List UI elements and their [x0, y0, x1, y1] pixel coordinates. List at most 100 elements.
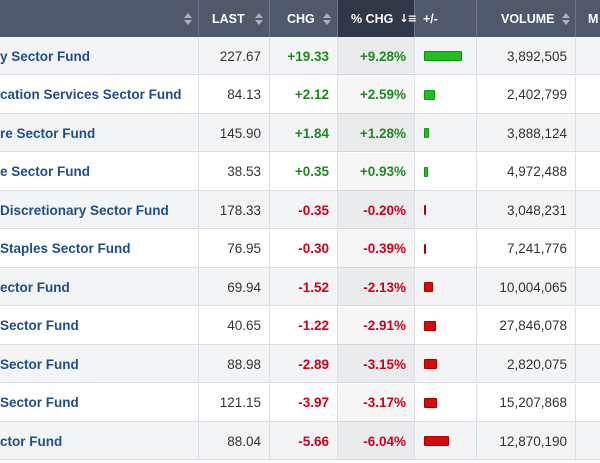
table-row[interactable]: Staples Sector Fund 76.95 -0.30 -0.39% 7,241…	[0, 229, 600, 268]
column-header-label: CHG	[287, 11, 315, 26]
table-row[interactable]: cation Services Sector Fund 84.13 +2.12 +2.…	[0, 75, 600, 114]
sort-toggle-icon[interactable]	[184, 12, 192, 25]
percent-change: +1.28%	[359, 125, 406, 141]
fund-name-link[interactable]: ctor Fund	[0, 433, 63, 449]
sort-toggle-icon[interactable]	[562, 12, 570, 25]
table-row[interactable]: Sector Fund 88.98 -2.89 -3.15% 2,820,075	[0, 345, 600, 383]
last-price-cell: 84.13	[199, 75, 270, 114]
price-change: +2.12	[294, 87, 329, 102]
last-price: 88.98	[227, 356, 261, 372]
sort-descending-icon[interactable]: ↓≡	[399, 12, 416, 25]
change-bar-cell	[415, 383, 477, 422]
last-price-cell: 69.94	[199, 268, 270, 306]
fund-name-link-cell: Discretionary Sector Fund	[0, 191, 199, 229]
volume-value: 3,888,124	[506, 125, 567, 141]
price-change-cell: -0.30	[270, 229, 338, 268]
price-change-cell: -3.97	[270, 383, 338, 422]
price-change: -1.22	[298, 318, 329, 333]
volume-value: 12,870,190	[499, 433, 567, 449]
price-change: +19.33	[287, 48, 329, 64]
price-change-cell: -2.89	[270, 345, 338, 383]
percent-change: +9.28%	[359, 48, 406, 64]
volume-value-cell: 10,004,065	[477, 268, 576, 306]
change-bar-cell	[415, 268, 477, 306]
table-row[interactable]: e Sector Fund 38.53 +0.35 +0.93% 4,972,488	[0, 152, 600, 191]
price-change-cell: +19.33	[270, 37, 338, 75]
percent-change-cell: -3.15%	[338, 345, 415, 383]
last-price: 40.65	[227, 318, 261, 333]
volume-value-cell: 2,820,075	[477, 345, 576, 383]
volume-value: 15,207,868	[499, 395, 567, 410]
column-header-pct-chg[interactable]: % CHG ↓≡	[338, 0, 417, 37]
table-row[interactable]: Sector Fund 121.15 -3.97 -3.17% 15,207,868	[0, 383, 600, 422]
more-cell	[576, 230, 600, 268]
volume-value-cell: 3,048,231	[477, 191, 576, 229]
more-cell	[576, 37, 600, 75]
last-price: 84.13	[227, 87, 261, 102]
more-cell	[576, 307, 600, 345]
fund-name-link[interactable]: Sector Fund	[0, 318, 79, 333]
positive-change-bar	[424, 128, 429, 138]
table-row[interactable]: re Sector Fund 145.90 +1.84 +1.28% 3,888,124	[0, 114, 600, 152]
volume-value: 2,820,075	[506, 356, 567, 372]
percent-change: -3.17%	[363, 395, 406, 410]
column-header-last[interactable]: LAST	[199, 0, 270, 37]
negative-change-bar	[424, 320, 436, 331]
column-header-change-bar[interactable]: +/-	[415, 0, 477, 37]
fund-name-link[interactable]: cation Services Sector Fund	[0, 87, 182, 102]
last-price: 121.15	[219, 395, 261, 410]
price-change: +0.35	[294, 164, 329, 179]
percent-change-cell: +0.93%	[338, 152, 415, 191]
sort-toggle-icon[interactable]	[323, 12, 331, 25]
volume-value-cell: 12,870,190	[477, 422, 576, 460]
price-change-cell: -1.22	[270, 306, 338, 345]
price-change-cell: +1.84	[270, 114, 338, 152]
price-change: -0.35	[298, 202, 329, 218]
fund-name-link-cell: Sector Fund	[0, 383, 199, 422]
more-cell	[576, 153, 600, 191]
volume-value: 10,004,065	[499, 279, 567, 295]
change-bar-cell	[415, 229, 477, 268]
last-price: 88.04	[227, 433, 261, 449]
fund-name-link[interactable]: Staples Sector Fund	[0, 241, 131, 256]
fund-name-link[interactable]: Sector Fund	[0, 395, 79, 410]
table-row[interactable]: Discretionary Sector Fund 178.33 -0.35 -0.2…	[0, 191, 600, 229]
fund-name-link-cell: cation Services Sector Fund	[0, 75, 199, 114]
change-bar-cell	[415, 114, 477, 152]
price-change-cell: +2.12	[270, 75, 338, 114]
more-cell	[576, 114, 600, 152]
column-header-label: VOLUME	[501, 11, 555, 26]
volume-value: 3,048,231	[506, 202, 567, 218]
more-cell	[576, 191, 600, 229]
column-header-name[interactable]	[0, 0, 199, 37]
table-row[interactable]: Sector Fund 40.65 -1.22 -2.91% 27,846,078	[0, 306, 600, 345]
negative-change-bar	[424, 243, 426, 254]
price-change-cell: -5.66	[270, 422, 338, 460]
last-price: 145.90	[219, 125, 261, 141]
table-row[interactable]: y Sector Fund 227.67 +19.33 +9.28% 3,892,505	[0, 37, 600, 75]
fund-name-link[interactable]: re Sector Fund	[0, 125, 96, 141]
percent-change: -3.15%	[363, 356, 406, 372]
negative-change-bar	[424, 436, 449, 446]
column-header-volume[interactable]: VOLUME	[477, 0, 576, 37]
fund-name-link[interactable]: Discretionary Sector Fund	[0, 202, 169, 218]
fund-name-link[interactable]: ector Fund	[0, 279, 70, 295]
more-cell	[576, 268, 600, 306]
column-header-label: +/-	[423, 11, 438, 26]
last-price-cell: 178.33	[199, 191, 270, 229]
table-row[interactable]: ector Fund 69.94 -1.52 -2.13% 10,004,065	[0, 268, 600, 306]
column-header-more[interactable]: M	[576, 0, 600, 37]
table-row[interactable]: ctor Fund 88.04 -5.66 -6.04% 12,870,190	[0, 422, 600, 460]
fund-name-link[interactable]: y Sector Fund	[0, 48, 91, 64]
table-header: LAST CHG % CHG ↓≡ +/- VOLUME M	[0, 0, 600, 37]
last-price: 227.67	[219, 48, 261, 64]
percent-change-cell: +2.59%	[338, 75, 415, 114]
column-header-chg[interactable]: CHG	[270, 0, 338, 37]
last-price-cell: 88.98	[199, 345, 270, 383]
change-bar-cell	[415, 422, 477, 460]
fund-name-link[interactable]: e Sector Fund	[0, 164, 91, 179]
last-price-cell: 76.95	[199, 229, 270, 268]
fund-name-link[interactable]: Sector Fund	[0, 356, 79, 372]
sort-toggle-icon[interactable]	[255, 12, 263, 25]
